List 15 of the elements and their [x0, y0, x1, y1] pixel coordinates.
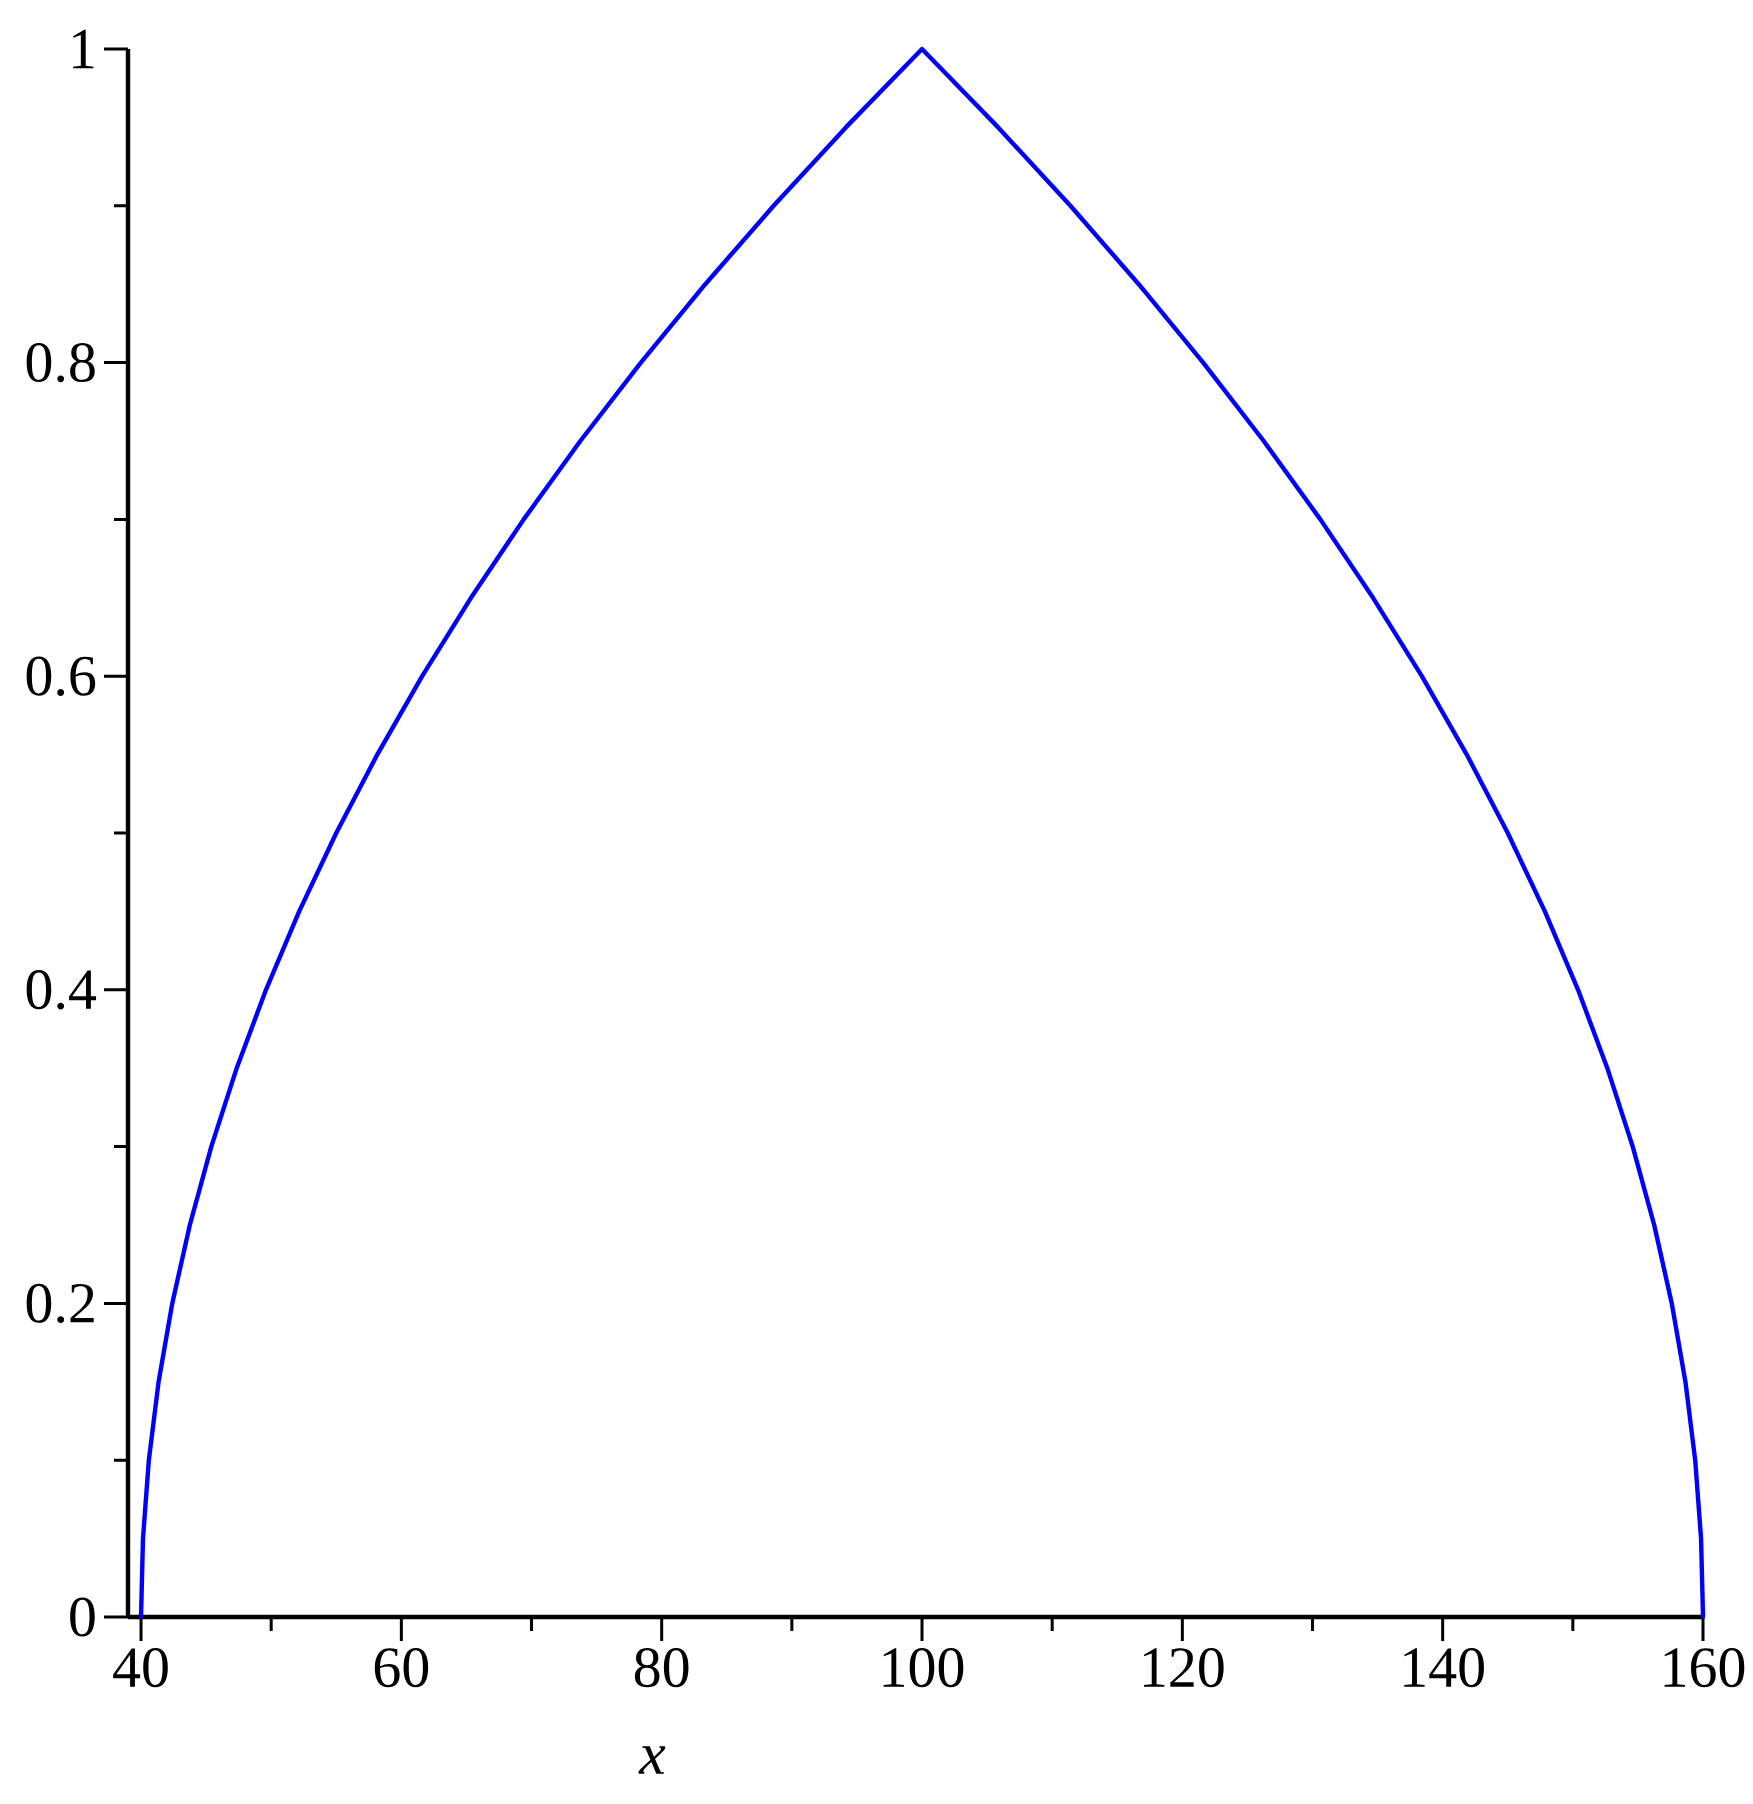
line-series [138, 46, 1706, 1620]
x-axis-title: x [638, 1746, 666, 1774]
y-tick-label: 0 [70, 1597, 95, 1637]
y-tick-label: 0.8 [26, 342, 95, 383]
y-tick-label: 0.4 [26, 970, 97, 1010]
x-tick-label: 120 [1143, 1648, 1224, 1688]
x-tick-label: 60 [374, 1648, 429, 1688]
x-tick-label: 140 [1404, 1648, 1484, 1688]
y-tick-label: 0.6 [26, 656, 96, 696]
x-tick-label: 80 [634, 1648, 689, 1688]
x-tick-label: 100 [883, 1648, 964, 1688]
x-tick-label: 160 [1664, 1648, 1745, 1688]
y-tick-label: 0.2 [26, 1283, 94, 1324]
y-tick-label: 1 [73, 29, 94, 69]
x-tick-label: 40 [113, 1648, 168, 1688]
